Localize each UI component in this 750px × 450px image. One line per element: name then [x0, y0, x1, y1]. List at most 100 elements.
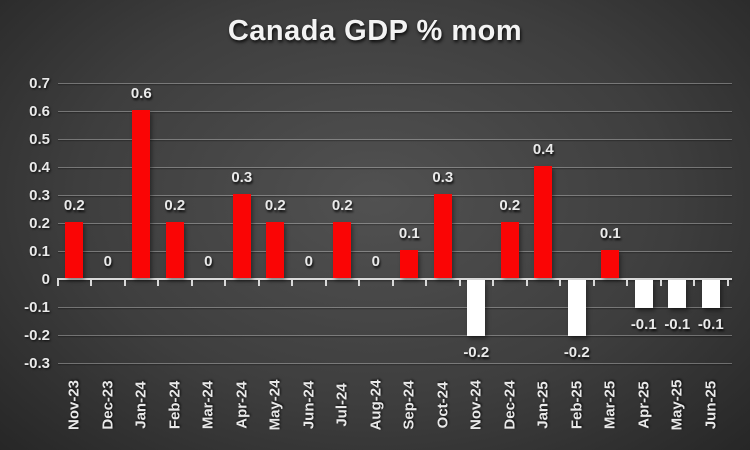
y-axis-tick-label: 0 [41, 271, 50, 288]
gridline [57, 111, 732, 112]
bar-value-label: 0 [371, 253, 380, 270]
gridline [57, 307, 732, 308]
bar-value-label: 0 [204, 253, 213, 270]
bar-positive [601, 250, 620, 278]
bar-value-label: -0.2 [563, 344, 590, 361]
axis-tick-mark [257, 280, 260, 286]
x-axis-label: Apr-25 [635, 381, 653, 429]
axis-tick-mark [56, 280, 59, 286]
bar-positive [266, 222, 285, 278]
x-axis-label: Jan-24 [132, 381, 150, 429]
bar-positive [400, 250, 419, 278]
x-axis-label: Jun-24 [300, 380, 318, 430]
bar-value-label: 0.2 [63, 197, 85, 214]
bar-negative [701, 280, 720, 308]
axis-tick-mark [425, 280, 427, 286]
x-axis-label: Feb-25 [568, 380, 586, 430]
chart-title: Canada GDP % mom [227, 15, 523, 47]
y-axis-tick-label: -0.2 [24, 327, 50, 344]
bar-positive [132, 110, 151, 278]
bar-value-label: 0 [304, 253, 313, 270]
axis-tick-mark [492, 280, 494, 286]
bar-positive [534, 166, 553, 278]
x-axis-label: Nov-23 [65, 379, 83, 431]
axis-tick-mark [659, 280, 662, 286]
bar-negative [634, 280, 653, 308]
axis-tick-mark [458, 280, 461, 286]
bar-positive [165, 222, 184, 278]
axis-tick-mark [726, 280, 729, 286]
bar-positive [65, 222, 84, 278]
bar-value-label: -0.1 [630, 316, 657, 333]
bar-positive [232, 194, 251, 278]
bar-negative [567, 280, 586, 336]
x-axis-label: Jul-24 [333, 383, 351, 427]
axis-tick-mark [90, 280, 92, 286]
bar-value-label: -0.1 [664, 316, 691, 333]
x-axis-label: Nov-24 [467, 379, 485, 431]
axis-tick-mark [224, 280, 226, 286]
gridline [57, 251, 732, 252]
axis-tick-mark [157, 280, 159, 286]
bar-value-label: 0.2 [264, 197, 286, 214]
bar-value-label: 0.1 [599, 225, 621, 242]
bar-negative [467, 280, 486, 336]
axis-tick-mark [123, 280, 126, 286]
bar-value-label: 0.2 [331, 197, 353, 214]
x-axis-label: May-25 [668, 379, 686, 431]
y-axis-tick-label: 0.3 [29, 187, 50, 204]
bar-value-label: 0.4 [532, 141, 554, 158]
axis-tick-mark [358, 280, 360, 286]
axis-tick-mark [693, 280, 695, 286]
bar-value-label: 0.6 [130, 85, 152, 102]
bar-value-label: 0 [103, 253, 112, 270]
x-axis-label: Jun-25 [702, 380, 720, 430]
y-axis-tick-label: 0.7 [29, 75, 50, 92]
y-axis-tick-label: -0.3 [24, 355, 50, 372]
bar-value-label: -0.2 [463, 344, 490, 361]
bar-positive [333, 222, 352, 278]
x-axis-label: Mar-25 [601, 380, 619, 430]
y-axis-tick-label: 0.1 [29, 243, 50, 260]
gridline [57, 363, 732, 364]
x-axis-label: Mar-24 [199, 380, 217, 430]
gridline [57, 167, 732, 168]
bar-negative [668, 280, 687, 308]
y-axis-tick-label: 0.5 [29, 131, 50, 148]
y-axis-tick-label: 0.6 [29, 103, 50, 120]
gridline [57, 195, 732, 196]
axis-tick-mark [626, 280, 628, 286]
axis-tick-mark [525, 280, 528, 286]
gridline [57, 83, 732, 84]
bar-value-label: -0.1 [697, 316, 724, 333]
bar-positive [433, 194, 452, 278]
x-axis-label: Jan-25 [534, 381, 552, 429]
y-axis-tick-label: -0.1 [24, 299, 50, 316]
axis-tick-mark [391, 280, 394, 286]
x-axis-label: Apr-24 [233, 381, 251, 429]
x-axis-label: Dec-23 [99, 380, 117, 430]
y-axis-tick-label: 0.4 [29, 159, 50, 176]
x-axis-label: Dec-24 [501, 380, 519, 430]
gridline [57, 335, 732, 336]
axis-tick-mark [559, 280, 561, 286]
y-axis-tick-label: 0.2 [29, 215, 50, 232]
bar-value-label: 0.3 [231, 169, 253, 186]
axis-tick-mark [190, 280, 193, 286]
gridline [57, 139, 732, 140]
bar-positive [500, 222, 519, 278]
bar-value-label: 0.2 [499, 197, 521, 214]
x-axis-label: May-24 [266, 379, 284, 431]
x-axis-label: Aug-24 [367, 379, 385, 431]
x-axis-label: Feb-24 [166, 380, 184, 430]
axis-tick-mark [324, 280, 327, 286]
x-axis-label: Oct-24 [434, 381, 452, 429]
bar-value-label: 0.3 [432, 169, 454, 186]
x-axis-label: Sep-24 [400, 380, 418, 430]
gridline [57, 223, 732, 224]
axis-tick-mark [592, 280, 595, 286]
x-axis-line [56, 278, 732, 280]
bar-value-label: 0.2 [164, 197, 186, 214]
